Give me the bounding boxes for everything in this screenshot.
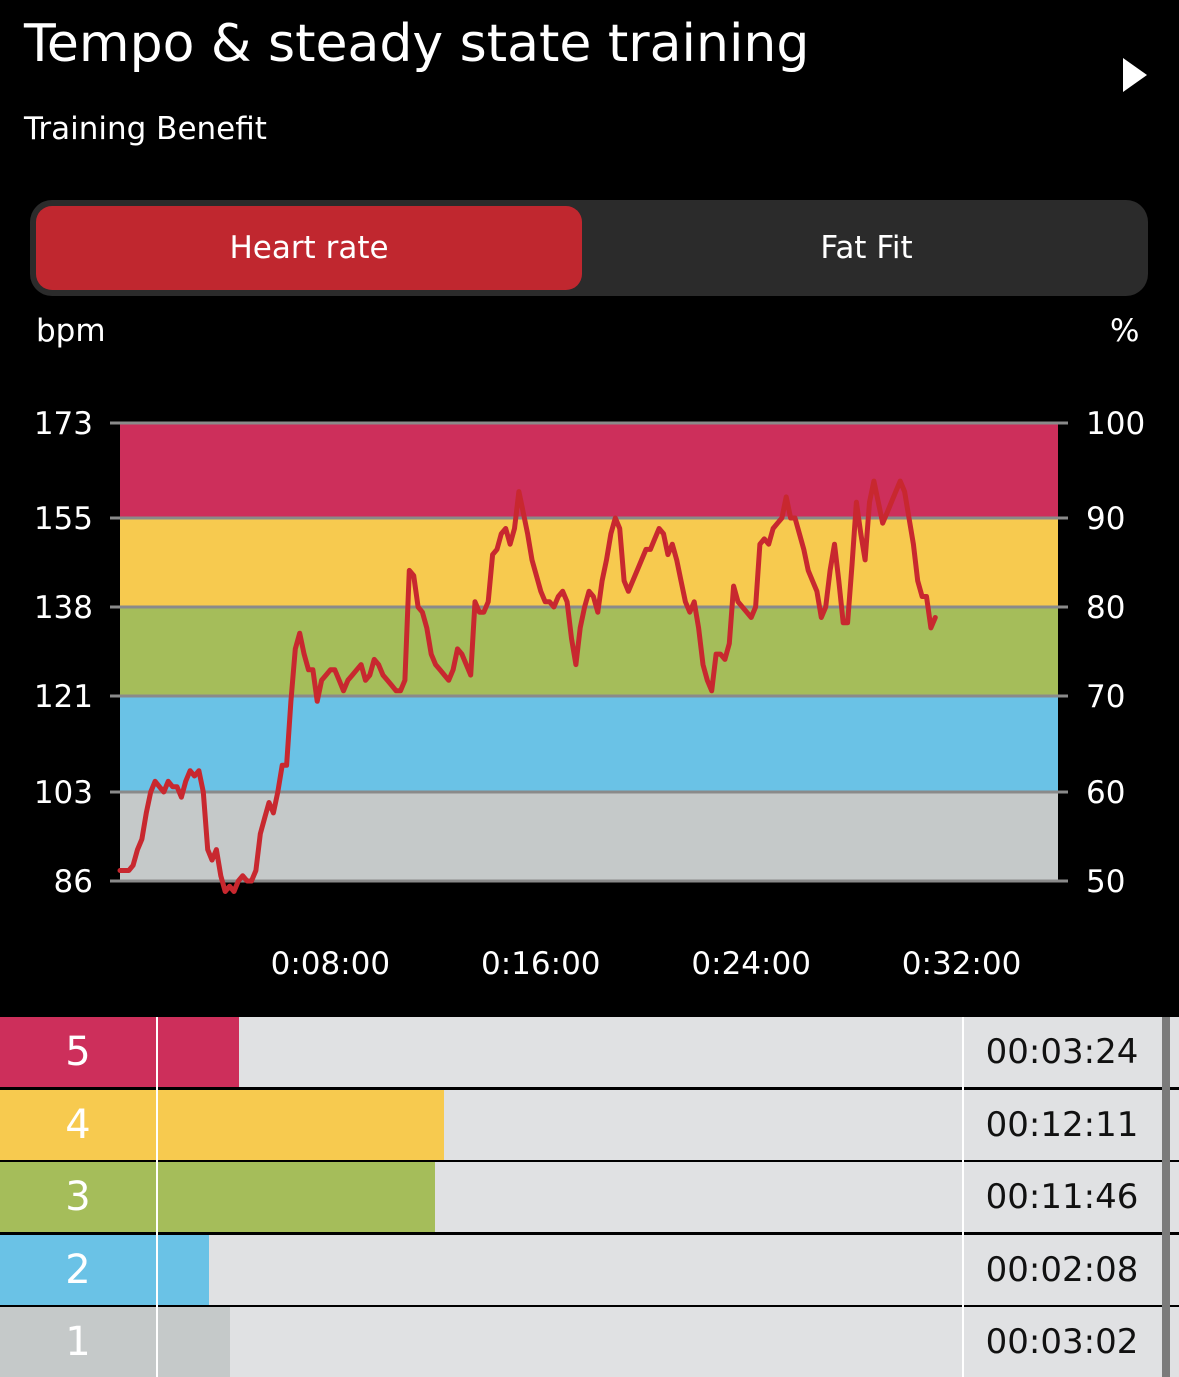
x-tick-label: 0:32:00 — [902, 946, 1022, 982]
y-tick-label: 86 — [54, 864, 93, 900]
chart-type-segmented-control: Heart rate Fat Fit — [30, 200, 1148, 296]
y2-tick-label: 80 — [1086, 590, 1125, 626]
zone-time: 00:03:24 — [985, 1032, 1139, 1072]
x-tick-label: 0:16:00 — [481, 946, 601, 982]
y2-tick-label: 60 — [1086, 775, 1125, 811]
zone-number: 3 — [0, 1162, 156, 1232]
y2-tick-label: 90 — [1086, 501, 1125, 537]
x-tick-label: 0:24:00 — [691, 946, 811, 982]
page-subtitle: Training Benefit — [24, 111, 267, 147]
zone-band-2 — [120, 696, 1058, 792]
y2-tick-label: 100 — [1086, 406, 1145, 442]
right-axis-unit: % — [1110, 313, 1140, 349]
x-tick-label: 0:08:00 — [271, 946, 391, 982]
zone-duration-bar — [158, 1090, 444, 1160]
zone-duration-bar — [158, 1162, 435, 1232]
heart-rate-line — [117, 478, 938, 894]
zone-row: 3 00:11:46 — [0, 1162, 1179, 1232]
zone-number: 1 — [0, 1307, 156, 1377]
zone-time: 00:11:46 — [985, 1177, 1139, 1217]
tab-fat-fit[interactable]: Fat Fit — [820, 230, 913, 266]
y-tick-label: 173 — [34, 406, 93, 442]
zone-band-5 — [120, 423, 1058, 518]
zone-time: 00:12:11 — [985, 1105, 1139, 1145]
zone-row: 4 00:12:11 — [0, 1090, 1179, 1160]
scrollbar[interactable] — [1162, 1017, 1170, 1377]
zone-duration-bar — [158, 1017, 239, 1087]
zone-duration-bar — [158, 1307, 230, 1377]
y2-tick-label: 70 — [1086, 679, 1125, 715]
zone-duration-bar — [158, 1235, 209, 1305]
tab-heart-rate[interactable]: Heart rate — [36, 206, 582, 290]
zone-row: 1 00:03:02 — [0, 1307, 1179, 1377]
zone-time-table: 5 00:03:24 4 00:12:11 3 00:11:46 2 00:02:08 1 00:… — [0, 1017, 1179, 1377]
zone-band-3 — [120, 607, 1058, 696]
zone-number: 2 — [0, 1235, 156, 1305]
zone-row: 5 00:03:24 — [0, 1017, 1179, 1087]
zone-time: 00:03:02 — [985, 1322, 1139, 1362]
column-divider — [962, 1017, 964, 1377]
play-button[interactable] — [1110, 50, 1160, 100]
zone-number: 4 — [0, 1090, 156, 1160]
y-tick-label: 121 — [34, 679, 93, 715]
zone-row: 2 00:02:08 — [0, 1235, 1179, 1305]
y-tick-label: 155 — [34, 501, 93, 537]
heart-rate-chart: 173 155 138 121 103 86 100 90 80 70 60 50 0:08:00 0… — [34, 406, 1145, 982]
left-axis-unit: bpm — [36, 313, 106, 349]
y-tick-label: 103 — [34, 775, 93, 811]
y2-tick-label: 50 — [1086, 864, 1125, 900]
zone-time: 00:02:08 — [985, 1250, 1139, 1290]
header: Tempo & steady state training Training B… — [0, 0, 1179, 180]
play-triangle-icon — [1123, 58, 1147, 92]
zone-number: 5 — [0, 1017, 156, 1087]
column-divider — [156, 1017, 158, 1377]
y-tick-label: 138 — [34, 590, 93, 626]
page-title: Tempo & steady state training — [24, 14, 810, 74]
